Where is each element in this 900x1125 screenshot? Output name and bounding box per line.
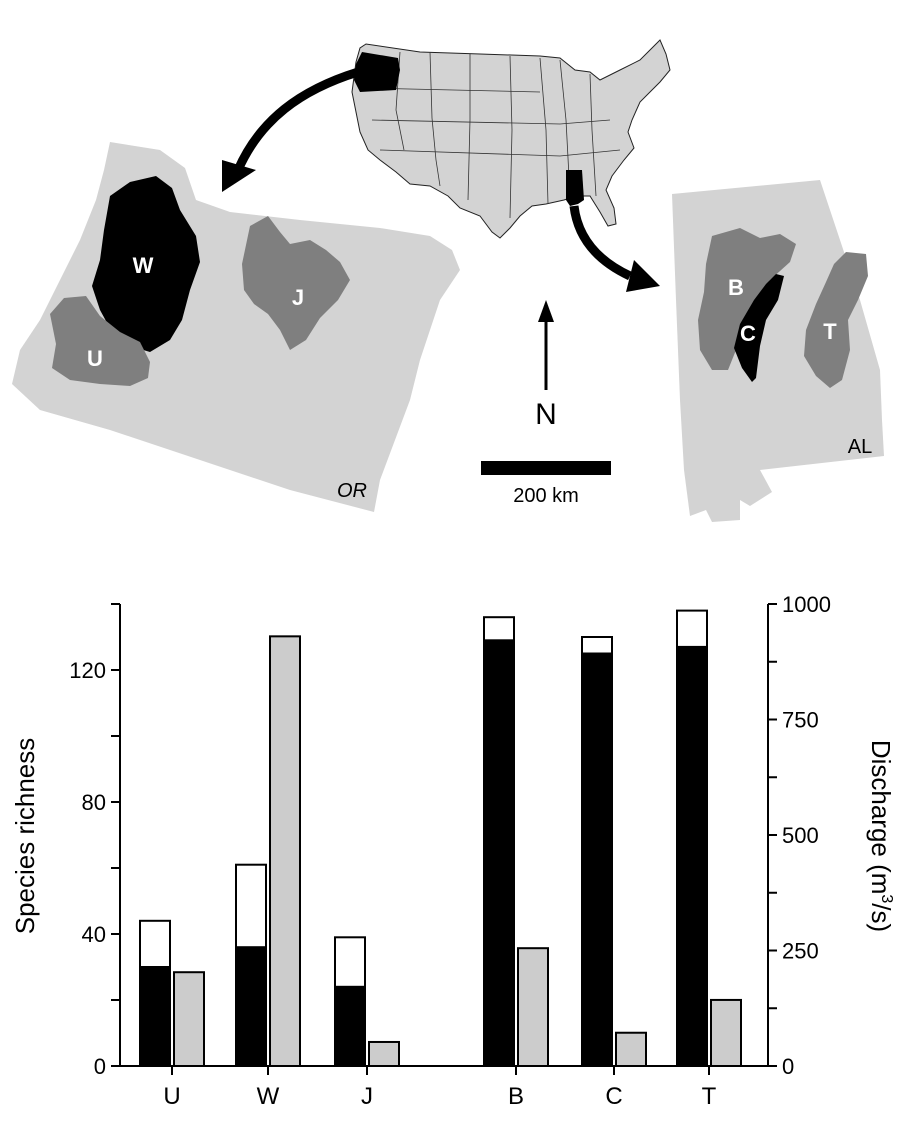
- y2-axis-label: Discharge (m3/s): [866, 740, 896, 932]
- arrow-to-oregon: [233, 67, 360, 172]
- bar-species-white: [334, 936, 366, 988]
- bar-species-white: [581, 636, 613, 655]
- left-tick-label: 40: [82, 922, 106, 947]
- x-tick-label: C: [605, 1083, 622, 1110]
- scale-bar: 200 km: [481, 461, 611, 507]
- y2-axis-label-sup: 3: [878, 894, 895, 903]
- bar-species-white: [235, 863, 267, 949]
- north-arrow-head: [538, 300, 554, 322]
- basin-c-shape: [734, 274, 784, 382]
- basin-j-shape: [242, 216, 350, 350]
- bar-species-black: [334, 985, 366, 1067]
- basin-label-c: C: [740, 321, 756, 346]
- alabama-highlight: [566, 170, 584, 206]
- y2-axis-label-main: Discharge (m: [866, 740, 896, 895]
- right-tick-label: 0: [782, 1054, 794, 1079]
- oregon-highlight: [354, 52, 400, 92]
- bar-species-white: [139, 919, 171, 968]
- north-arrow: N: [535, 300, 557, 431]
- right-tick-label: 1000: [782, 592, 831, 617]
- right-tick-label: 250: [782, 939, 819, 964]
- bar-discharge: [710, 998, 742, 1067]
- arrow-to-oregon-head: [222, 160, 256, 192]
- bar-species-black: [676, 645, 708, 1068]
- arrow-to-alabama: [569, 205, 632, 281]
- basin-label-b: B: [728, 275, 744, 300]
- y-axis-label: Species richness: [10, 738, 40, 935]
- scale-bar-rect: [481, 461, 611, 475]
- bar-species-black: [139, 966, 171, 1067]
- right-tick-label: 500: [782, 823, 819, 848]
- arrow-to-alabama-head: [626, 260, 660, 292]
- north-label: N: [535, 398, 557, 431]
- x-tick-label: U: [163, 1083, 180, 1110]
- basin-label-j: J: [292, 285, 304, 310]
- basin-label-t: T: [823, 319, 837, 344]
- right-tick-label: 750: [782, 708, 819, 733]
- left-tick-label: 80: [82, 790, 106, 815]
- species-discharge-chart: 0 40 80 120 0 250 500 750 1000 U W J B C T Species r…: [10, 592, 896, 1110]
- basin-t-shape: [804, 252, 868, 388]
- x-tick-label: T: [702, 1083, 717, 1110]
- bars-layer: [139, 609, 742, 1068]
- left-tick-label: 120: [69, 658, 106, 683]
- basin-label-u: U: [87, 346, 103, 371]
- x-tick-label: W: [257, 1083, 280, 1110]
- usa-map: [351, 39, 671, 239]
- oregon-detail: W J U OR: [12, 142, 460, 512]
- x-tick-label: B: [508, 1083, 524, 1110]
- bar-species-black: [235, 946, 267, 1068]
- callout-arrows: [222, 67, 660, 292]
- x-tick-label: J: [361, 1083, 373, 1110]
- state-label-al: AL: [848, 436, 872, 458]
- basin-b-shape: [698, 228, 796, 370]
- bar-discharge: [517, 947, 549, 1067]
- y2-axis-label-end: /s): [866, 903, 896, 932]
- bar-discharge: [173, 971, 205, 1067]
- basin-label-w: W: [133, 253, 154, 278]
- bar-discharge: [269, 635, 301, 1067]
- bar-discharge: [615, 1031, 647, 1067]
- state-label-or: OR: [337, 480, 367, 502]
- left-tick-label: 0: [94, 1054, 106, 1079]
- study-area-map: W J U OR B C T AL N 200 km: [12, 39, 884, 522]
- basin-u-shape: [50, 296, 150, 386]
- left-axis: 0 40 80 120: [69, 603, 121, 1079]
- bar-species-black: [581, 652, 613, 1067]
- alabama-detail: B C T AL: [672, 180, 884, 522]
- bar-discharge: [368, 1040, 400, 1068]
- scale-label: 200 km: [513, 485, 579, 507]
- right-axis: 0 250 500 750 1000: [767, 592, 831, 1079]
- bar-species-black: [483, 639, 515, 1068]
- bar-species-white: [676, 609, 708, 648]
- bar-species-white: [483, 616, 515, 642]
- basin-w-shape: [92, 176, 200, 352]
